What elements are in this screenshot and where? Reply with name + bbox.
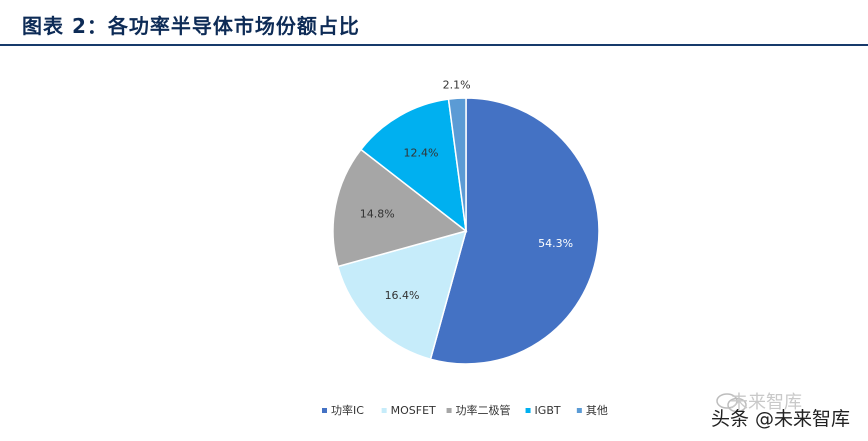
watermark-faded: 未来智库 [730,392,802,413]
data-label-0: 54.3% [538,237,573,250]
pie-slice-4 [447,97,467,232]
pie-slice-3 [359,98,467,233]
data-label-1: 16.4% [385,289,420,302]
legend-swatch-3 [525,408,531,413]
pie-slice-0 [429,97,600,365]
watermark: 头条 @未来智库 [710,408,850,430]
legend-label-2: 功率二极管 [456,403,511,417]
data-label-4: 2.1% [443,78,471,91]
page-header: 图表 2：各功率半导体市场份额占比 [0,0,868,46]
legend-swatch-4 [576,408,582,413]
pie-slice-1 [336,229,468,361]
legend-swatch-2 [446,408,452,413]
wechat-icon [716,393,747,413]
legend-label-3: IGBT [535,404,561,417]
data-label-3: 12.4% [403,147,438,160]
legend-label-1: MOSFET [391,404,436,417]
legend-swatch-0 [322,408,327,413]
page-title: 图表 2：各功率半导体市场份额占比 [22,14,360,38]
legend-label-0: 功率IC [331,403,364,417]
pie-slice-2 [332,148,468,268]
data-label-2: 14.8% [360,207,395,220]
legend-swatch-1 [381,408,387,413]
header-divider [0,44,868,46]
legend-label-4: 其他 [586,404,608,417]
